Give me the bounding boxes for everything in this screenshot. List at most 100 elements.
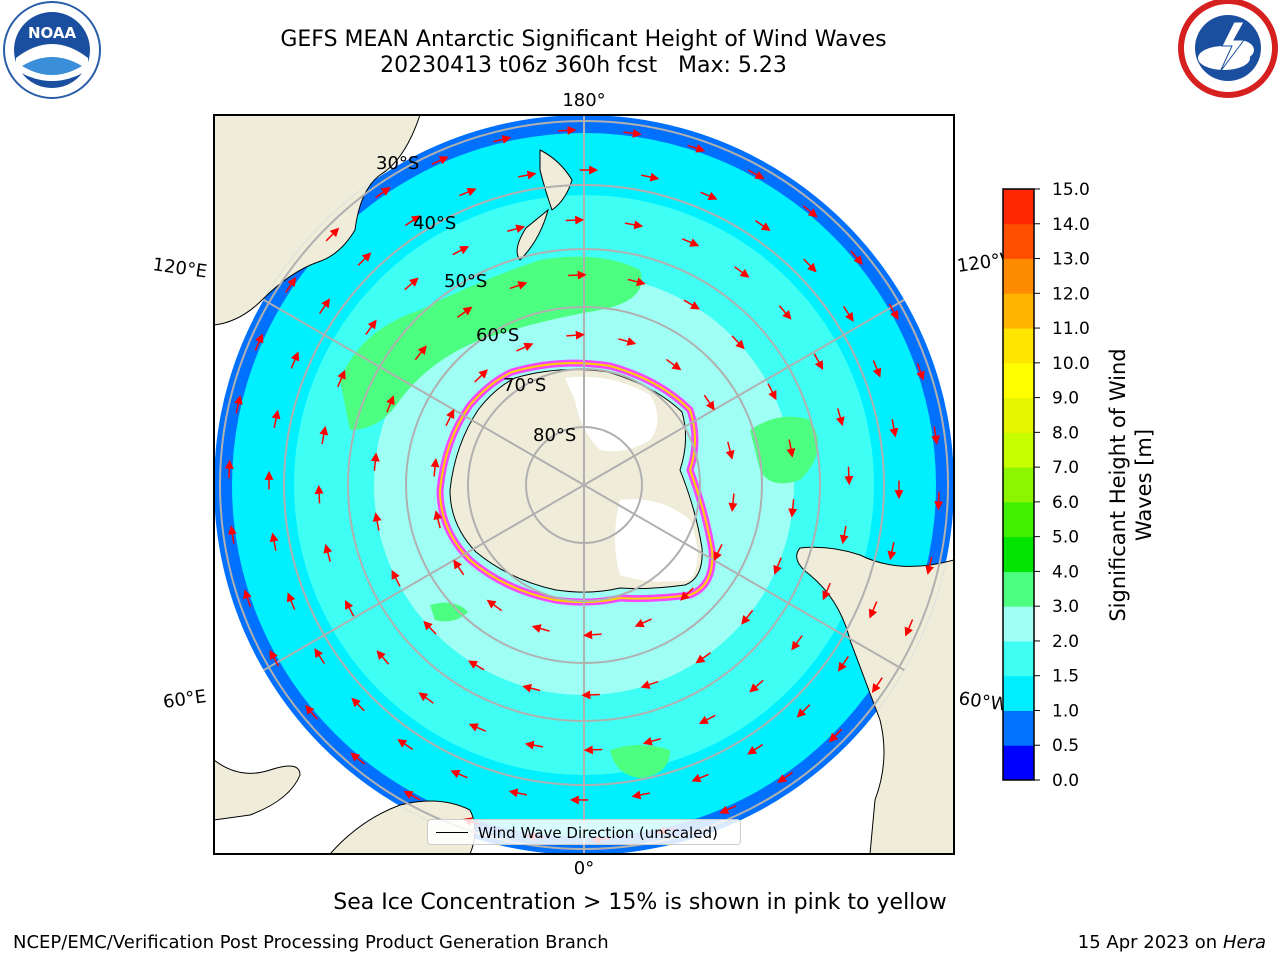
wind-arrow-icon — [450, 769, 468, 779]
wind-arrow-icon — [778, 305, 792, 320]
colorbar-tick-label: 1.5 — [1052, 667, 1079, 687]
wind-arrow-icon — [314, 648, 326, 665]
colorbar-tick-label: 14.0 — [1052, 215, 1090, 235]
colorbar-segment — [1003, 397, 1034, 433]
wind-arrow-icon — [665, 358, 682, 371]
colorbar-tick-label: 13.0 — [1052, 250, 1090, 270]
wind-arrow-icon — [565, 215, 585, 225]
wind-arrow-icon — [431, 156, 449, 165]
wind-arrow-icon — [695, 652, 712, 664]
wind-arrow-icon — [889, 419, 899, 438]
colorbar-segment — [1003, 467, 1034, 503]
lat-label-70s: 70°S — [503, 375, 546, 396]
colorbar-tick-label: 0.5 — [1052, 736, 1079, 756]
wind-arrow-icon — [835, 408, 845, 427]
wind-arrow-icon — [305, 705, 318, 720]
colorbar-tick-label: 7.0 — [1052, 458, 1079, 478]
wind-arrow-icon — [687, 144, 706, 153]
wind-arrow-icon — [683, 299, 700, 310]
footer-date: 15 Apr 2023 on — [1077, 932, 1223, 953]
colorbar-segment — [1003, 223, 1034, 260]
wind-arrow-icon — [931, 426, 941, 445]
wind-arrow-icon — [319, 298, 331, 315]
wind-arrow-icon — [631, 790, 650, 800]
wind-arrow-icon — [887, 542, 897, 561]
wind-arrow-icon — [516, 342, 534, 352]
wind-arrow-icon — [634, 618, 652, 628]
wind-arrow-icon — [728, 493, 738, 512]
footer-left: NCEP/EMC/Verification Post Processing Pr… — [13, 932, 609, 953]
wind-arrow-icon — [386, 395, 395, 413]
wind-arrow-icon — [456, 306, 473, 318]
wind-arrow-icon — [509, 281, 528, 290]
wind-arrow-icon — [486, 599, 503, 612]
colorbar-tick-label: 1.0 — [1052, 701, 1079, 721]
footer-right: 15 Apr 2023 on Hera — [1078, 932, 1266, 953]
wind-arrow-icon — [375, 187, 391, 199]
wind-arrow-icon — [445, 409, 455, 426]
lat-label-50s: 50°S — [444, 271, 487, 292]
wind-arrow-icon — [719, 805, 737, 814]
colorbar-tick-label: 10.0 — [1052, 354, 1090, 374]
wind-arrow-icon — [691, 773, 709, 783]
wind-arrow-icon — [404, 215, 421, 227]
lon-label-120e: 120°E — [151, 254, 208, 282]
lat-label-60s: 60°S — [476, 325, 519, 346]
colorbar-segment — [1003, 606, 1034, 642]
wind-arrow-icon — [557, 125, 577, 135]
colorbar-tick-label: 6.0 — [1052, 493, 1079, 513]
colorbar-segment — [1003, 293, 1034, 329]
wind-arrow-icon — [227, 525, 237, 544]
noaa-logo-text: NOAA — [28, 24, 77, 42]
wind-arrow-icon — [493, 135, 512, 144]
wind-arrow-icon — [325, 227, 340, 242]
colorbar-segment — [1003, 640, 1034, 677]
wind-arrow-icon — [796, 704, 811, 718]
wind-arrow-icon — [397, 738, 414, 750]
wind-arrow-icon — [351, 697, 365, 712]
wind-arrow-icon — [791, 635, 803, 651]
wind-arrow-icon — [531, 624, 550, 633]
wind-arrow-icon — [741, 609, 754, 625]
colorbar-tick-label: 11.0 — [1052, 319, 1090, 339]
lat-label-40s: 40°S — [413, 213, 456, 234]
colorbar-segment — [1003, 362, 1034, 399]
noaa-logo-icon: NOAA — [3, 1, 101, 99]
colorbar-label: Significant Height of Wind Waves [m] — [1106, 348, 1156, 622]
wind-arrow-icon — [350, 752, 366, 765]
chart-title: GEFS MEAN Antarctic Significant Height o… — [280, 27, 887, 52]
wind-arrow-icon — [337, 369, 346, 388]
lon-label-180: 180° — [562, 90, 605, 111]
wind-arrow-icon — [916, 362, 925, 381]
wind-arrow-icon — [566, 330, 585, 340]
wind-arrow-icon — [642, 736, 661, 746]
wind-arrow-icon — [703, 394, 715, 411]
wind-arrow-icon — [452, 245, 470, 256]
wind-arrow-icon — [522, 683, 541, 693]
wind-arrow-icon — [681, 238, 700, 247]
colorbar-segment — [1003, 745, 1034, 781]
wind-arrow-icon — [507, 224, 526, 234]
wind-arrow-icon — [430, 458, 440, 477]
wind-arrow-icon — [627, 277, 646, 287]
wind-arrow-icon — [700, 191, 718, 201]
colorbar-segment — [1003, 675, 1034, 711]
wind-arrow-icon — [680, 587, 694, 601]
wind-arrow-icon — [837, 655, 849, 672]
wind-arrow-icon — [524, 740, 544, 750]
wind-arrow-icon — [925, 556, 934, 575]
wind-arrow-icon — [623, 128, 642, 138]
wind-arrow-icon — [518, 170, 537, 180]
legend-label: Wind Wave Direction (unscaled) — [478, 824, 718, 842]
wind-arrow-icon — [842, 305, 854, 322]
wind-arrow-icon — [839, 525, 849, 545]
wind-arrow-icon — [583, 745, 603, 755]
wind-arrow-icon — [725, 441, 735, 460]
colorbar-segment — [1003, 258, 1034, 294]
wind-arrow-icon — [777, 771, 793, 783]
lon-label-0: 0° — [574, 858, 594, 879]
wind-arrow-icon — [822, 582, 831, 601]
wind-arrow-icon — [747, 743, 764, 755]
wind-arrow-icon — [872, 360, 882, 378]
